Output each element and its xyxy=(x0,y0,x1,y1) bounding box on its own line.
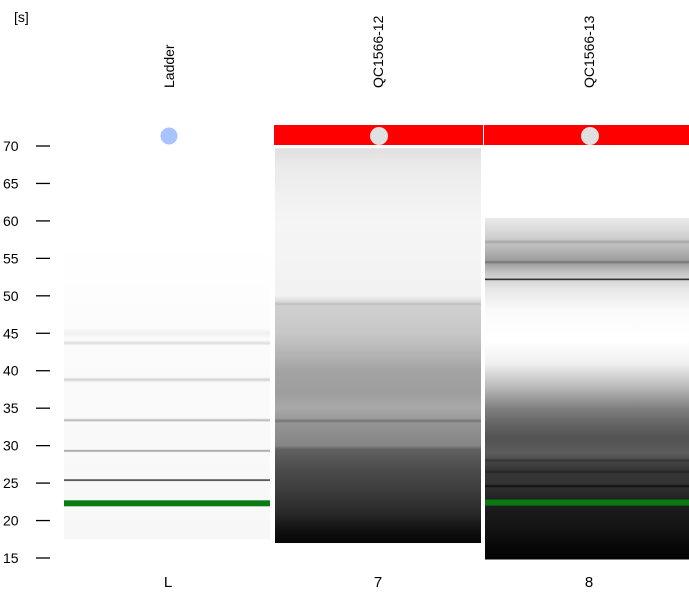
y-axis-tick-label: 30 xyxy=(3,438,19,454)
gel-band xyxy=(64,478,270,482)
y-axis-tick-label: 40 xyxy=(3,363,19,379)
lane-header-label: QC1566-13 xyxy=(581,15,597,88)
marker-band xyxy=(64,500,270,507)
gel-band xyxy=(485,469,689,475)
y-axis-tick-label: 15 xyxy=(3,550,19,566)
y-axis-tick-label: 25 xyxy=(3,475,19,491)
lane-signal xyxy=(64,243,270,540)
y-axis: 70 65 60 55 50 45 40 35 30 25 20 15 xyxy=(3,138,50,566)
gel-band xyxy=(485,260,689,264)
gel-band xyxy=(275,351,481,356)
gel-band xyxy=(64,449,270,453)
gel-band xyxy=(64,328,270,339)
y-axis-tick-label: 20 xyxy=(3,513,19,529)
gel-band xyxy=(485,278,689,281)
sample-status-dot[interactable] xyxy=(370,127,388,145)
gel-band xyxy=(64,340,270,346)
lane-footer-label: L xyxy=(164,574,172,591)
lane-footer-label: 8 xyxy=(585,574,593,591)
lane[interactable]: QC1566-13 8 xyxy=(484,15,689,591)
lane-signal xyxy=(275,148,481,544)
y-axis-tick-label: 60 xyxy=(3,213,19,229)
y-axis-tick-label: 35 xyxy=(3,400,19,416)
gel-band xyxy=(275,418,481,424)
y-axis-tick-label: 45 xyxy=(3,325,19,341)
lane[interactable]: Ladder L xyxy=(64,44,270,591)
y-axis-tick-label: 70 xyxy=(3,138,19,154)
lane-header-label: Ladder xyxy=(161,44,177,88)
marker-band xyxy=(485,499,689,506)
ladder-marker-dot[interactable] xyxy=(160,127,178,145)
sample-status-dot[interactable] xyxy=(581,127,599,145)
lane-footer-label: 7 xyxy=(374,574,382,591)
y-axis-tick-label: 50 xyxy=(3,288,19,304)
lanes: Ladder L QC1566-12 7 QC1566-13 8 xyxy=(64,15,689,591)
gel-band xyxy=(485,458,689,463)
lane-signal xyxy=(485,217,689,560)
y-axis-tick-label: 55 xyxy=(3,250,19,266)
gel-band xyxy=(485,239,689,245)
gel-band xyxy=(64,377,270,383)
y-axis-tick-label: 65 xyxy=(3,175,19,191)
y-axis-unit-label: [s] xyxy=(14,9,29,25)
gel-band xyxy=(64,418,270,423)
gel-band xyxy=(485,484,689,488)
lane[interactable]: QC1566-12 7 xyxy=(274,15,483,591)
gel-band xyxy=(275,302,481,306)
lane-header-label: QC1566-12 xyxy=(370,15,386,88)
